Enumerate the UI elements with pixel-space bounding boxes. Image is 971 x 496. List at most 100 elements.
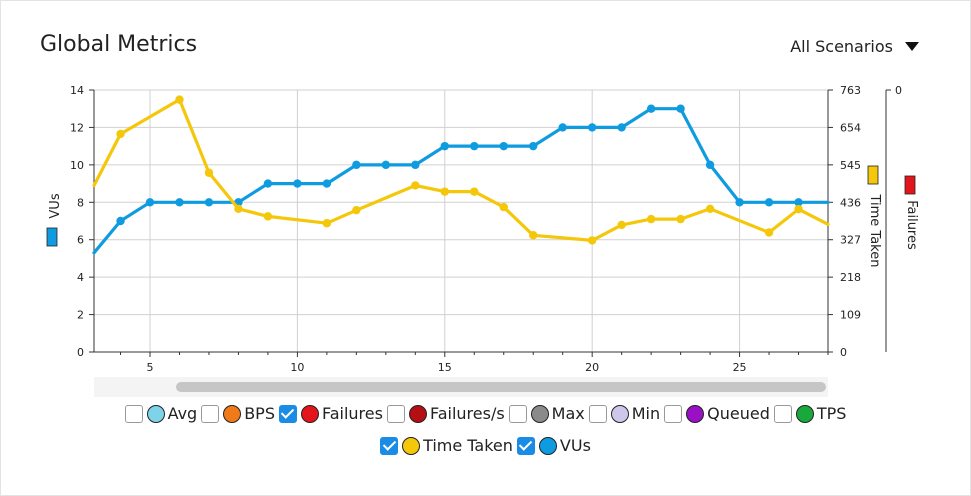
- data-point-time-taken: [617, 220, 626, 230]
- y-tick-label: 14: [70, 84, 84, 97]
- chart-scrollbar-thumb[interactable]: [176, 382, 826, 392]
- data-point-time-taken: [352, 205, 361, 215]
- data-point-vus: [764, 198, 774, 207]
- data-point-time-taken: [411, 181, 420, 190]
- legend-row-2: Time Taken VUs: [0, 436, 971, 455]
- data-point-vus: [499, 141, 508, 151]
- data-point-vus: [263, 179, 273, 188]
- vus-axis-swatch: [46, 227, 58, 247]
- data-point-vus: [322, 179, 332, 188]
- legend-swatch-icon: [146, 404, 165, 423]
- legend-row-1: Avg BPS Failures Failures/s Max Min Queued TPS: [0, 404, 971, 423]
- legend-checkbox-failures[interactable]: [278, 404, 297, 423]
- x-tick-label: 10: [290, 361, 304, 374]
- legend-item-avg[interactable]: Avg: [124, 404, 198, 423]
- data-point-time-taken: [764, 228, 774, 237]
- data-point-vus: [676, 104, 685, 113]
- page-title: Global Metrics: [40, 32, 198, 57]
- legend-checkbox-max[interactable]: [508, 404, 527, 423]
- legend-swatch-icon: [223, 404, 242, 423]
- scenario-dropdown-label: All Scenarios: [790, 37, 893, 56]
- legend-label: TPS: [816, 404, 847, 423]
- chart-scrollbar[interactable]: [94, 377, 828, 397]
- data-point-vus: [705, 160, 715, 170]
- legend-checkbox-avg[interactable]: [124, 404, 143, 423]
- legend-swatch-icon: [795, 404, 814, 423]
- data-point-time-taken: [646, 214, 656, 224]
- legend-label: VUs: [559, 436, 591, 455]
- legend-label: Min: [631, 404, 661, 423]
- legend-item-tps[interactable]: TPS: [773, 404, 847, 423]
- legend-label: Failures/s: [429, 404, 505, 423]
- y3-tick-label: 0: [895, 84, 902, 97]
- data-point-time-taken: [794, 204, 803, 214]
- series-line-vus: [92, 107, 830, 255]
- data-point-vus: [145, 198, 155, 207]
- legend-swatch-icon: [610, 404, 629, 423]
- legend-label: Failures: [321, 404, 383, 423]
- y2-tick-label: 763: [840, 84, 861, 97]
- legend-item-failures[interactable]: Failures: [278, 404, 383, 423]
- data-point-vus: [529, 141, 538, 151]
- legend-checkbox-failures-s[interactable]: [386, 404, 405, 423]
- data-point-vus: [411, 160, 420, 170]
- legend-item-time-taken[interactable]: Time Taken: [380, 436, 513, 455]
- data-point-time-taken: [175, 95, 184, 104]
- data-point-vus: [204, 198, 214, 207]
- data-point-time-taken: [234, 204, 243, 214]
- data-point-vus: [794, 198, 803, 207]
- y-tick-label: 2: [77, 309, 84, 322]
- data-point-time-taken: [676, 214, 685, 224]
- legend-item-failures-s[interactable]: Failures/s: [386, 404, 505, 423]
- data-point-time-taken: [705, 204, 715, 214]
- legend-swatch-icon: [686, 404, 705, 423]
- legend-label: Max: [551, 404, 585, 423]
- data-point-time-taken: [322, 219, 332, 228]
- legend-checkbox-time-taken[interactable]: [380, 436, 399, 455]
- legend-item-queued[interactable]: Queued: [664, 404, 770, 423]
- failures-axis-swatch: [904, 175, 916, 195]
- y2-tick-label: 109: [840, 309, 861, 322]
- legend-checkbox-min[interactable]: [588, 404, 607, 423]
- data-point-vus: [617, 123, 626, 132]
- y-tick-label: 4: [77, 271, 84, 284]
- data-point-vus: [352, 160, 361, 170]
- y-tick-label: 12: [70, 121, 84, 134]
- data-point-time-taken: [587, 236, 597, 245]
- data-point-time-taken: [499, 202, 508, 212]
- legend-swatch-icon: [402, 436, 421, 455]
- legend-checkbox-bps[interactable]: [201, 404, 220, 423]
- scenario-dropdown[interactable]: All Scenarios: [790, 37, 919, 56]
- legend-checkbox-tps[interactable]: [773, 404, 792, 423]
- data-point-vus: [293, 179, 302, 188]
- legend-swatch-icon: [300, 404, 319, 423]
- y-tick-label: 8: [77, 196, 84, 209]
- x-tick-label: 15: [438, 361, 452, 374]
- chevron-down-icon: [905, 42, 919, 51]
- data-point-vus: [587, 123, 597, 132]
- legend-item-vus[interactable]: VUs: [516, 436, 591, 455]
- legend-item-bps[interactable]: BPS: [201, 404, 275, 423]
- y2-tick-label: 327: [840, 234, 861, 247]
- legend-label: BPS: [244, 404, 275, 423]
- legend-swatch-icon: [538, 436, 557, 455]
- legend-checkbox-vus[interactable]: [516, 436, 535, 455]
- data-point-time-taken: [263, 212, 273, 221]
- data-point-vus: [558, 123, 567, 132]
- legend-label: Time Taken: [423, 436, 513, 455]
- y2-axis-title: Time Taken: [867, 193, 882, 267]
- y-tick-label: 0: [77, 346, 84, 359]
- x-tick-label: 20: [585, 361, 599, 374]
- legend-checkbox-queued[interactable]: [664, 404, 683, 423]
- legend-item-min[interactable]: Min: [588, 404, 661, 423]
- y2-tick-label: 0: [840, 346, 847, 359]
- data-point-vus: [470, 141, 479, 151]
- data-point-vus: [175, 198, 184, 207]
- y2-tick-label: 218: [840, 271, 861, 284]
- legend-label: Avg: [167, 404, 198, 423]
- series-line-time-taken: [92, 97, 830, 242]
- y-tick-label: 10: [70, 159, 84, 172]
- legend-item-max[interactable]: Max: [508, 404, 585, 423]
- x-tick-label: 25: [733, 361, 747, 374]
- data-point-time-taken: [116, 129, 125, 139]
